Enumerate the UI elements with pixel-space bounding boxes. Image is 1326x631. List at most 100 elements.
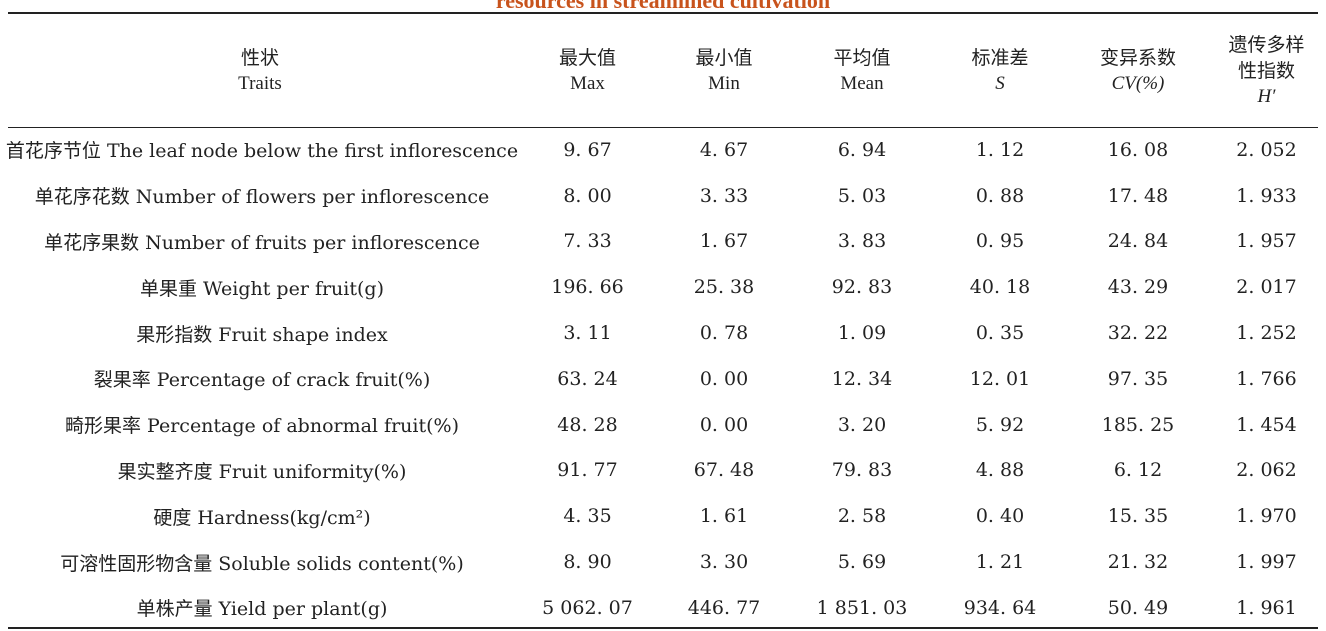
col-header-min: 最小值 Min <box>655 14 793 127</box>
cv-cell: 50. 49 <box>1107 596 1169 619</box>
max-cell: 3. 11 <box>563 322 612 345</box>
max-cell: 91. 77 <box>557 459 618 482</box>
cv-cell: 21. 32 <box>1107 551 1169 574</box>
table-row: 硬度 Hardness(kg/cm²) 4. 35 1. 61 2. 58 0. 40 1… <box>0 493 1326 539</box>
table-row: 单花序花数 Number of flowers per inflorescenc… <box>0 173 1326 219</box>
mean-cell: 5. 69 <box>837 551 887 574</box>
cv-cell: 16. 08 <box>1107 138 1169 161</box>
header-rule <box>8 127 1318 128</box>
mean-cell: 5. 03 <box>837 184 887 207</box>
min-cell: 0. 78 <box>699 322 749 345</box>
col-header-zh: 最大值 <box>558 46 616 69</box>
max-cell: 8. 90 <box>563 551 612 574</box>
min-cell: 3. 33 <box>699 184 749 207</box>
col-header-zh: 变异系数 <box>1099 46 1176 69</box>
max-cell: 4. 35 <box>563 505 612 528</box>
col-header-traits: 性状 Traits <box>0 14 520 127</box>
col-header-en: Traits <box>238 72 282 94</box>
table-row: 单花序果数 Number of fruits per inflorescence… <box>0 219 1326 265</box>
col-header-en: CV(%) <box>1111 72 1165 94</box>
mean-cell: 1. 09 <box>837 322 887 345</box>
max-cell: 5 062. 07 <box>542 596 633 619</box>
min-cell: 25. 38 <box>693 276 755 299</box>
col-header-zh: 平均值 <box>833 46 891 69</box>
table-row: 裂果率 Percentage of crack fruit(%) 63. 24 0.… <box>0 356 1326 402</box>
col-header-zh: 遗传多样性指数 <box>1228 33 1305 82</box>
col-header-cv: 变异系数 CV(%) <box>1069 14 1207 127</box>
sd-cell: 0. 88 <box>975 184 1025 207</box>
min-cell: 0. 00 <box>699 367 749 390</box>
trait-cell: 果实整齐度 Fruit uniformity(%) <box>117 460 407 483</box>
sd-cell: 40. 18 <box>969 276 1031 299</box>
sd-cell: 4. 88 <box>975 459 1025 482</box>
trait-cell: 单花序花数 Number of flowers per inflorescenc… <box>34 186 490 209</box>
min-cell: 1. 67 <box>699 230 749 253</box>
min-cell: 1. 61 <box>699 505 749 528</box>
sd-cell: 1. 21 <box>975 551 1025 574</box>
cv-cell: 185. 25 <box>1101 413 1175 436</box>
h-cell: 1. 766 <box>1236 367 1297 390</box>
table-body: 首花序节位 The leaf node below the first infl… <box>0 127 1326 631</box>
cv-cell: 24. 84 <box>1107 230 1169 253</box>
h-cell: 1. 454 <box>1236 413 1297 436</box>
table-row: 畸形果率 Percentage of abnormal fruit(%) 48. … <box>0 402 1326 448</box>
min-cell: 3. 30 <box>699 551 749 574</box>
min-cell: 446. 77 <box>687 596 761 619</box>
table-row: 果实整齐度 Fruit uniformity(%) 91. 77 67. 48 79.… <box>0 448 1326 494</box>
max-cell: 48. 28 <box>557 413 618 436</box>
max-cell: 8. 00 <box>563 184 612 207</box>
col-header-en: S <box>995 72 1005 94</box>
h-cell: 1. 970 <box>1236 505 1297 528</box>
col-header-sd: 标准差 S <box>931 14 1069 127</box>
trait-cell: 硬度 Hardness(kg/cm²) <box>153 506 371 529</box>
bottom-rule <box>8 627 1318 629</box>
mean-cell: 3. 83 <box>837 230 887 253</box>
header-row: 性状 Traits 最大值 Max 最小值 Min 平均值 Mean 标准差 S… <box>0 14 1326 127</box>
mean-cell: 1 851. 03 <box>816 596 908 619</box>
traits-table: 性状 Traits 最大值 Max 最小值 Min 平均值 Mean 标准差 S… <box>0 14 1326 631</box>
trait-cell: 可溶性固形物含量 Soluble solids content(%) <box>60 552 464 575</box>
cv-cell: 43. 29 <box>1107 276 1169 299</box>
max-cell: 63. 24 <box>557 367 618 390</box>
max-cell: 9. 67 <box>563 138 612 161</box>
sd-cell: 12. 01 <box>969 367 1031 390</box>
col-header-zh: 最小值 <box>695 46 753 69</box>
col-header-en: Min <box>708 72 740 94</box>
cv-cell: 15. 35 <box>1107 505 1169 528</box>
mean-cell: 2. 58 <box>837 505 887 528</box>
trait-cell: 单花序果数 Number of fruits per inflorescence <box>44 231 480 254</box>
sd-cell: 5. 92 <box>975 413 1025 436</box>
sd-cell: 0. 95 <box>975 230 1025 253</box>
min-cell: 67. 48 <box>693 459 755 482</box>
col-header-zh: 性状 <box>240 46 279 69</box>
trait-cell: 裂果率 Percentage of crack fruit(%) <box>93 369 431 392</box>
cv-cell: 32. 22 <box>1107 322 1169 345</box>
h-cell: 1. 933 <box>1236 184 1297 207</box>
cv-cell: 17. 48 <box>1107 184 1169 207</box>
h-cell: 2. 017 <box>1236 276 1297 299</box>
mean-cell: 79. 83 <box>831 459 893 482</box>
col-header-en: Max <box>570 72 605 94</box>
trait-cell: 首花序节位 The leaf node below the first infl… <box>5 140 519 163</box>
h-cell: 2. 062 <box>1236 459 1297 482</box>
sd-cell: 1. 12 <box>975 138 1025 161</box>
mean-cell: 3. 20 <box>837 413 887 436</box>
table-row: 果形指数 Fruit shape index 3. 11 0. 78 1. 09 0. … <box>0 310 1326 356</box>
col-header-en: H′ <box>1257 85 1276 107</box>
h-cell: 1. 997 <box>1236 551 1297 574</box>
col-header-max: 最大值 Max <box>520 14 655 127</box>
h-cell: 2. 052 <box>1236 138 1297 161</box>
col-header-en: Mean <box>840 72 884 94</box>
mean-cell: 12. 34 <box>831 367 893 390</box>
mean-cell: 6. 94 <box>837 138 887 161</box>
h-cell: 1. 957 <box>1236 230 1297 253</box>
min-cell: 4. 67 <box>699 138 749 161</box>
trait-cell: 单果重 Weight per fruit(g) <box>140 277 384 300</box>
cv-cell: 97. 35 <box>1107 367 1169 390</box>
h-cell: 1. 961 <box>1236 596 1297 619</box>
sd-cell: 0. 40 <box>975 505 1025 528</box>
top-rule <box>8 12 1318 14</box>
table-row: 单果重 Weight per fruit(g) 196. 66 25. 38 92. … <box>0 264 1326 310</box>
min-cell: 0. 00 <box>699 413 749 436</box>
col-header-h: 遗传多样性指数 H′ <box>1207 14 1326 127</box>
